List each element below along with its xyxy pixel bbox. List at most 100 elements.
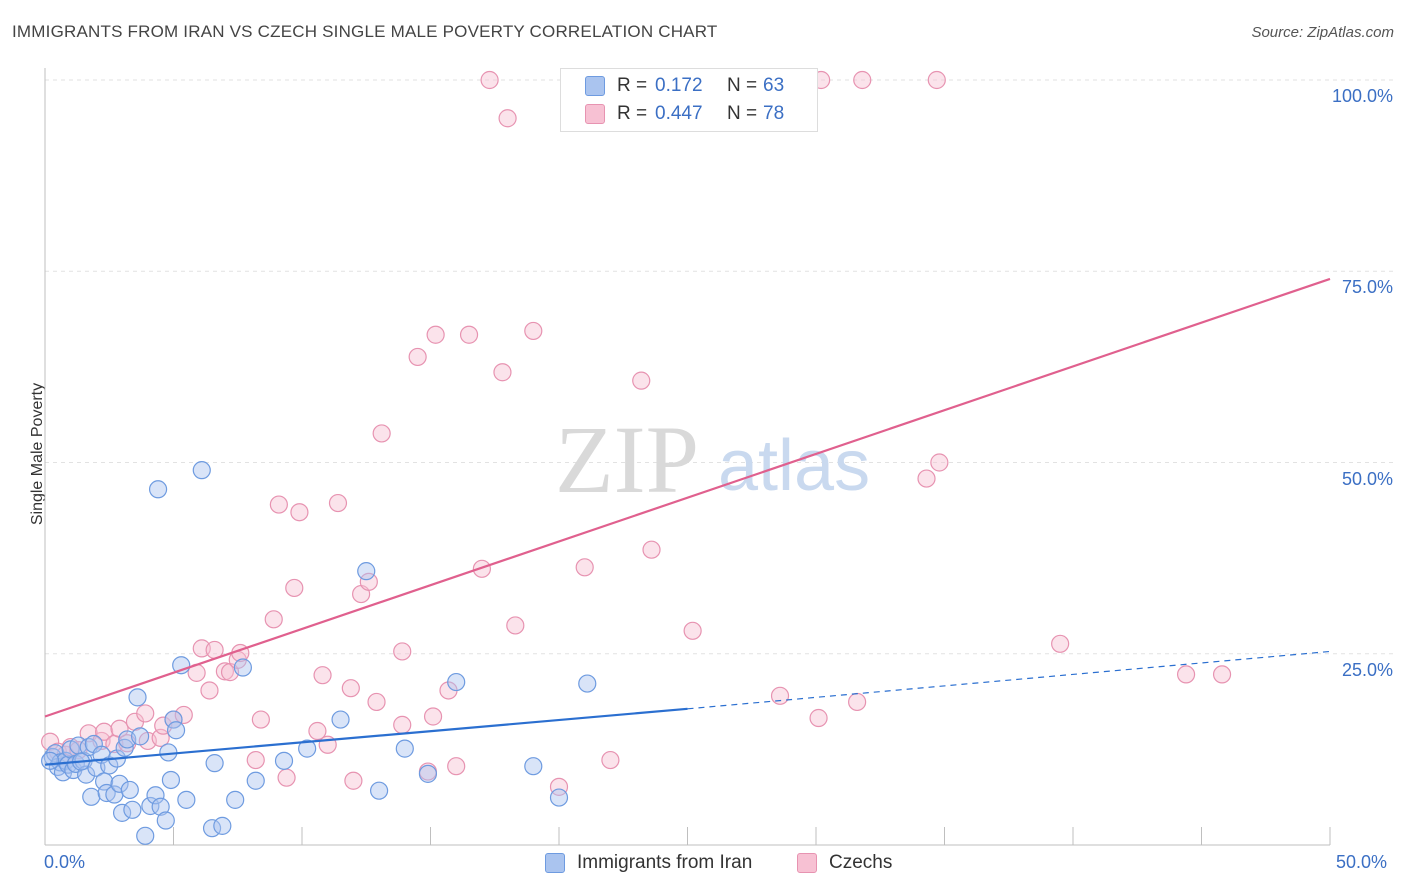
correlation-legend: R = 0.172 N = 63 R = 0.447 N = 78 (560, 68, 818, 132)
trend-lines (44, 277, 1331, 766)
czechs-point (313, 666, 332, 685)
y-tick-label: 75.0% (1341, 277, 1393, 298)
iran-point (128, 688, 147, 707)
czechs-point (174, 705, 193, 725)
iran-point (146, 786, 165, 805)
iran-point (226, 790, 245, 809)
czechs-point (1212, 665, 1232, 684)
watermark: ZIP atlas (555, 406, 870, 513)
iran-point (549, 788, 569, 807)
chart-title: IMMIGRANTS FROM IRAN VS CZECH SINGLE MAL… (12, 22, 718, 41)
iran-point (447, 672, 466, 692)
legend-r-label: R = (617, 103, 648, 124)
czechs-point (344, 771, 363, 790)
watermark-zip: ZIP (555, 406, 699, 513)
x-tick-right: 50.0% (1336, 852, 1388, 872)
legend-n-value: 78 (763, 103, 785, 124)
y-tick-label: 25.0% (1341, 659, 1393, 680)
czechs-point (246, 750, 265, 770)
iran-point (370, 781, 389, 800)
iran-point (578, 674, 597, 693)
iran-point (524, 757, 543, 776)
legend-swatch-iran (545, 853, 565, 873)
iran-point (205, 754, 224, 773)
czechs-point (69, 741, 88, 760)
czechs-point (1051, 634, 1070, 653)
iran-point (41, 751, 60, 770)
iran-point (141, 796, 160, 816)
source-label: Source: ZipAtlas.com (1251, 24, 1394, 41)
legend-r-value: 0.447 (655, 103, 703, 124)
czechs-point (770, 686, 790, 705)
czechs-point (930, 453, 949, 472)
czechs-point (341, 679, 360, 698)
czechs-point (200, 681, 219, 700)
czechs-point (367, 692, 386, 712)
czechs-point (41, 732, 60, 751)
czechs-point (549, 777, 569, 796)
czechs-point (136, 704, 155, 723)
czechs-point (393, 642, 412, 661)
series-legend: Immigrants from Iran Czechs (0, 852, 1406, 878)
czechs-point (290, 503, 309, 522)
iran-point (213, 816, 232, 835)
czechs-point (632, 371, 651, 390)
czechs-point (372, 424, 391, 443)
czechs-point (393, 715, 412, 734)
iran-point (130, 727, 150, 746)
legend-swatch-iran (585, 76, 605, 96)
legend-label-iran: Immigrants from Iran (577, 852, 753, 873)
y-tick-label: 100.0% (1331, 86, 1393, 106)
legend-label-czechs: Czechs (829, 852, 893, 873)
czechs-point (408, 347, 427, 367)
iran-point (418, 764, 438, 783)
legend-r-value: 0.172 (655, 75, 703, 96)
czechs-point (848, 692, 867, 712)
czechs-point (269, 495, 288, 514)
iran-point (112, 803, 132, 822)
czechs-point (426, 325, 445, 344)
czechs-point (493, 363, 512, 382)
watermark-atlas: atlas (718, 426, 870, 506)
czechs-point (264, 610, 283, 629)
iran-points (41, 461, 597, 845)
czechs-point (251, 710, 270, 729)
czechs-point (683, 621, 702, 640)
x-tick-left: 0.0% (44, 852, 86, 872)
czechs-point (1176, 665, 1196, 684)
legend-swatch-czechs (585, 104, 605, 124)
legend-r-label: R = (617, 75, 648, 96)
czechs-point (524, 321, 543, 341)
czechs-trend-line (44, 277, 1331, 718)
legend-n-label: N = (727, 103, 758, 124)
legend-item-czechs: Czechs (797, 852, 892, 874)
legend-swatch-czechs (797, 853, 817, 873)
iran-point (97, 783, 116, 803)
iran-point (151, 797, 170, 816)
czechs-point (359, 572, 378, 591)
czechs-point (423, 707, 443, 726)
iran-point (156, 811, 175, 830)
czechs-point (575, 558, 594, 577)
czechs-point (328, 493, 348, 513)
legend-n-value: 63 (763, 75, 785, 96)
y-tick-label: 50.0% (1341, 468, 1393, 489)
iran-trend-line (44, 707, 688, 766)
czechs-point (642, 540, 661, 559)
iran-point (192, 461, 211, 480)
czechs-point (498, 109, 517, 128)
iran-point (161, 770, 181, 790)
czechs-point (215, 662, 234, 681)
iran-point (148, 480, 168, 499)
iran-point (233, 658, 252, 677)
czechs-point (277, 768, 296, 787)
iran-point (164, 710, 183, 729)
iran-point (357, 562, 376, 581)
czechs-point (308, 721, 327, 741)
iran-point (136, 826, 155, 845)
czechs-point (927, 70, 946, 90)
iran-point (123, 800, 142, 819)
czechs-point (809, 708, 828, 728)
legend-item-iran: Immigrants from Iran (545, 852, 752, 874)
